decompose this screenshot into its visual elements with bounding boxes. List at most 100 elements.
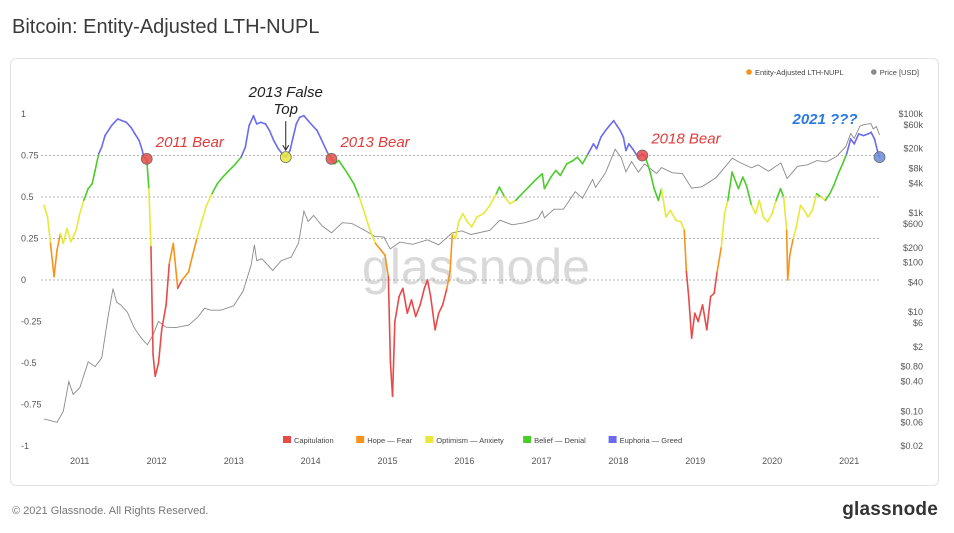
nupl-segment — [604, 124, 611, 132]
nupl-segment — [534, 172, 544, 182]
nupl-segment — [482, 204, 491, 215]
nupl-segment — [406, 299, 413, 314]
nupl-segment — [78, 199, 85, 215]
y-tick-label: 0 — [21, 275, 26, 285]
nupl-segment — [723, 199, 729, 215]
nupl-segment — [680, 221, 686, 231]
nupl-segment — [333, 159, 340, 165]
nupl-segment — [324, 146, 329, 155]
price-tick-label: $6 — [913, 318, 923, 328]
y-tick-label: 0.25 — [21, 234, 39, 244]
nupl-segment — [853, 133, 860, 145]
nupl-segment — [391, 320, 396, 398]
nupl-segment — [649, 171, 655, 190]
nupl-segment — [66, 227, 72, 243]
legend-swatch — [523, 436, 532, 443]
nupl-segment — [196, 221, 203, 240]
nupl-segment — [152, 353, 156, 378]
nupl-segment — [181, 270, 190, 281]
nupl-segment — [608, 119, 615, 127]
nupl-segment — [521, 186, 530, 195]
nupl-segment — [762, 216, 769, 223]
nupl-segment — [690, 312, 696, 339]
nupl-segment — [268, 129, 275, 142]
legend-label: Euphoria — Greed — [620, 436, 683, 445]
nupl-segment — [470, 216, 478, 228]
nupl-segment — [311, 124, 318, 132]
annotation-label: 2013 False — [248, 84, 323, 101]
price-tick-label: $100k — [898, 109, 923, 119]
nupl-segment — [43, 204, 49, 218]
nupl-segment — [498, 186, 506, 198]
legend-swatch — [425, 436, 434, 443]
legend-label: Entity-Adjusted LTH-NUPL — [755, 68, 844, 77]
x-tick-label: 2016 — [454, 456, 474, 466]
nupl-segment — [766, 212, 773, 223]
nupl-segment — [402, 287, 409, 314]
nupl-segment — [820, 196, 827, 202]
nupl-segment — [709, 292, 715, 298]
nupl-segment — [82, 187, 89, 202]
nupl-segment — [660, 187, 667, 218]
copyright-text: © 2021 Glassnode. All Rights Reserved. — [12, 505, 209, 517]
nupl-segment — [849, 138, 856, 145]
nupl-segment — [554, 169, 562, 177]
nupl-segment — [631, 148, 637, 155]
nupl-segment — [59, 232, 65, 245]
nupl-segment — [264, 123, 271, 132]
x-tick-label: 2017 — [531, 456, 551, 466]
nupl-segment — [771, 199, 777, 215]
nupl-segment — [687, 295, 693, 339]
price-tick-label: $0.80 — [900, 362, 923, 372]
nupl-segment — [786, 254, 791, 281]
nupl-segment — [100, 134, 106, 148]
nupl-segment — [600, 129, 607, 139]
nupl-segment — [342, 166, 350, 177]
nupl-segment — [745, 184, 753, 207]
nupl-segment — [244, 124, 250, 148]
nupl-segment — [514, 192, 523, 202]
nupl-segment — [369, 229, 377, 245]
nupl-segment — [91, 169, 96, 185]
nupl-segment — [697, 304, 704, 323]
nupl-segment — [815, 192, 822, 198]
nupl-segment — [316, 129, 322, 140]
nupl-segment — [449, 232, 454, 273]
nupl-segment — [527, 179, 536, 188]
nupl-segment — [628, 143, 634, 150]
nupl-segment — [307, 119, 314, 127]
nupl-segment — [87, 182, 93, 190]
nupl-segment — [97, 146, 103, 155]
nupl-segment — [669, 209, 677, 222]
nupl-segment — [782, 196, 788, 231]
nupl-segment — [581, 153, 589, 165]
nupl-segment — [338, 159, 345, 168]
nupl-segment — [289, 136, 294, 152]
nupl-segment — [248, 114, 255, 127]
nupl-segment — [191, 237, 198, 256]
nupl-segment — [857, 133, 865, 137]
price-tick-label: $1k — [908, 208, 923, 218]
nupl-segment — [576, 156, 584, 165]
x-tick-label: 2013 — [224, 456, 244, 466]
nupl-segment — [565, 159, 575, 165]
nupl-segment — [234, 156, 242, 165]
nupl-segment — [653, 187, 660, 202]
nupl-segment — [675, 219, 682, 223]
nupl-segment — [160, 304, 167, 331]
y-tick-label: 0.75 — [21, 151, 39, 161]
legend-bottom: Capitulation Hope — Fear Optimism — Anxiet… — [283, 436, 682, 445]
nupl-segment — [476, 212, 485, 218]
nupl-segment — [295, 116, 301, 125]
nupl-segment — [616, 124, 622, 132]
nupl-segment — [845, 138, 852, 155]
y-tick-label: -0.25 — [21, 317, 42, 327]
nupl-segment — [622, 136, 627, 152]
nupl-segment — [870, 131, 876, 140]
nupl-segment — [731, 171, 737, 182]
price-tick-label: $2 — [913, 342, 923, 352]
nupl-segment — [734, 179, 740, 190]
nupl-segment — [727, 171, 733, 202]
nupl-segment — [716, 246, 723, 273]
